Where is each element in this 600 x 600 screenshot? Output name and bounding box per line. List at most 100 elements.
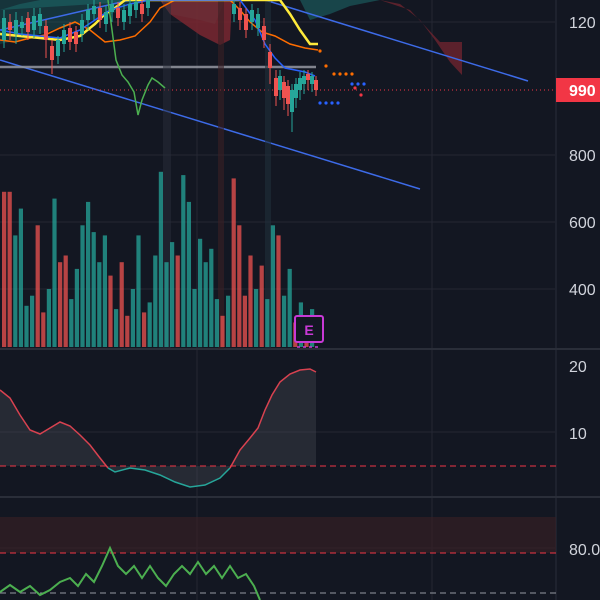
candle-body bbox=[302, 76, 306, 84]
rsi-axis[interactable]: 80.0 bbox=[569, 542, 600, 559]
candle-body bbox=[250, 10, 254, 22]
volume-bar bbox=[170, 242, 175, 347]
candle-body bbox=[122, 10, 126, 22]
price-axis-label: 800 bbox=[569, 148, 596, 165]
volume-bar bbox=[46, 289, 51, 347]
volume-bar bbox=[119, 262, 124, 347]
volume-bar bbox=[125, 315, 130, 347]
volume-series[interactable] bbox=[2, 171, 315, 348]
candle-body bbox=[92, 6, 96, 14]
oscillator-line-high[interactable] bbox=[229, 368, 317, 469]
candle-body bbox=[146, 0, 150, 8]
candle-body bbox=[128, 4, 132, 16]
volume-bar bbox=[186, 201, 191, 347]
volume-bar bbox=[203, 262, 208, 347]
candle-body bbox=[98, 8, 102, 20]
highlight-band bbox=[265, 0, 271, 349]
candle-body bbox=[274, 78, 278, 96]
volume-bar bbox=[181, 175, 186, 347]
candle-body bbox=[116, 8, 120, 18]
rsi-pane[interactable] bbox=[0, 517, 556, 600]
candle-body bbox=[14, 20, 18, 34]
candle-body bbox=[20, 22, 24, 28]
volume-bar bbox=[270, 225, 275, 347]
candle-body bbox=[110, 4, 114, 12]
candle-body bbox=[104, 12, 108, 24]
volume-bar bbox=[30, 295, 35, 347]
volume-bar bbox=[58, 262, 63, 347]
current-price-badge[interactable]: 990 bbox=[556, 78, 600, 102]
highlight-band bbox=[163, 0, 171, 349]
oscillator-pane[interactable] bbox=[0, 368, 556, 488]
volume-bar bbox=[175, 255, 180, 347]
volume-bar bbox=[231, 178, 236, 347]
candle-body bbox=[68, 28, 72, 42]
volume-bar bbox=[114, 309, 119, 347]
price-axis-label: 120 bbox=[569, 15, 596, 32]
volume-bar bbox=[147, 302, 152, 347]
volume-bar bbox=[80, 225, 85, 347]
candle-body bbox=[50, 46, 54, 60]
volume-bar bbox=[91, 232, 96, 347]
volume-bar bbox=[237, 225, 242, 347]
candle-body bbox=[32, 16, 36, 30]
candle-body bbox=[44, 26, 48, 40]
candle-body bbox=[298, 78, 302, 90]
oscillator-area bbox=[0, 369, 316, 487]
volume-bar bbox=[24, 305, 29, 348]
volume-bar bbox=[86, 201, 91, 347]
candle-body bbox=[282, 82, 286, 98]
volume-bar bbox=[63, 255, 68, 347]
volume-bar bbox=[226, 295, 231, 347]
price-axis[interactable]: 120 800 600 400 bbox=[569, 15, 596, 299]
candle-body bbox=[62, 30, 66, 44]
volume-bar bbox=[282, 295, 287, 347]
volume-bar bbox=[35, 225, 40, 347]
volume-bar bbox=[248, 255, 253, 347]
candle-body bbox=[278, 76, 282, 90]
candle-body bbox=[140, 4, 144, 14]
candle-body bbox=[86, 10, 90, 20]
volume-bar bbox=[158, 171, 163, 348]
volume-bar bbox=[130, 289, 135, 347]
current-price-label: 990 bbox=[569, 83, 596, 100]
trend-line-upper[interactable] bbox=[264, 0, 529, 82]
volume-bar bbox=[265, 299, 270, 347]
candle-body bbox=[232, 4, 236, 14]
volume-bar bbox=[108, 275, 113, 347]
volume-bar bbox=[192, 289, 197, 347]
blue-moving-average[interactable] bbox=[0, 0, 316, 77]
green-line[interactable] bbox=[107, 0, 166, 116]
candle-body bbox=[244, 14, 248, 30]
volume-bar bbox=[164, 262, 169, 347]
macd-axis[interactable]: 20 10 bbox=[569, 359, 587, 443]
earnings-marker[interactable]: E bbox=[294, 315, 324, 348]
candle-body bbox=[80, 20, 84, 34]
price-axis-label: 400 bbox=[569, 282, 596, 299]
volume-bar bbox=[136, 235, 141, 347]
candlestick-series[interactable] bbox=[2, 0, 318, 132]
candle-body bbox=[310, 76, 314, 84]
volume-bar bbox=[52, 198, 57, 347]
volume-bar bbox=[18, 208, 23, 347]
rsi-line[interactable] bbox=[0, 545, 261, 600]
volume-bar bbox=[102, 235, 107, 347]
volume-bar bbox=[2, 191, 7, 347]
trend-line-lower[interactable] bbox=[0, 59, 421, 190]
candle-body bbox=[256, 14, 260, 28]
candle-body bbox=[294, 84, 298, 98]
volume-bar bbox=[97, 262, 102, 347]
orange-moving-average[interactable] bbox=[0, 0, 319, 51]
volume-bar bbox=[276, 235, 281, 347]
oscillator-line[interactable] bbox=[0, 389, 109, 469]
candle-body bbox=[286, 86, 290, 104]
volume-bar bbox=[287, 268, 292, 347]
candle-body bbox=[8, 22, 12, 30]
candle-body bbox=[56, 40, 60, 56]
volume-bar bbox=[153, 255, 158, 347]
oscillator-line-low[interactable] bbox=[107, 467, 231, 488]
earnings-marker-label: E bbox=[304, 322, 313, 338]
volume-bar bbox=[209, 248, 214, 347]
highlight-band bbox=[218, 0, 224, 349]
